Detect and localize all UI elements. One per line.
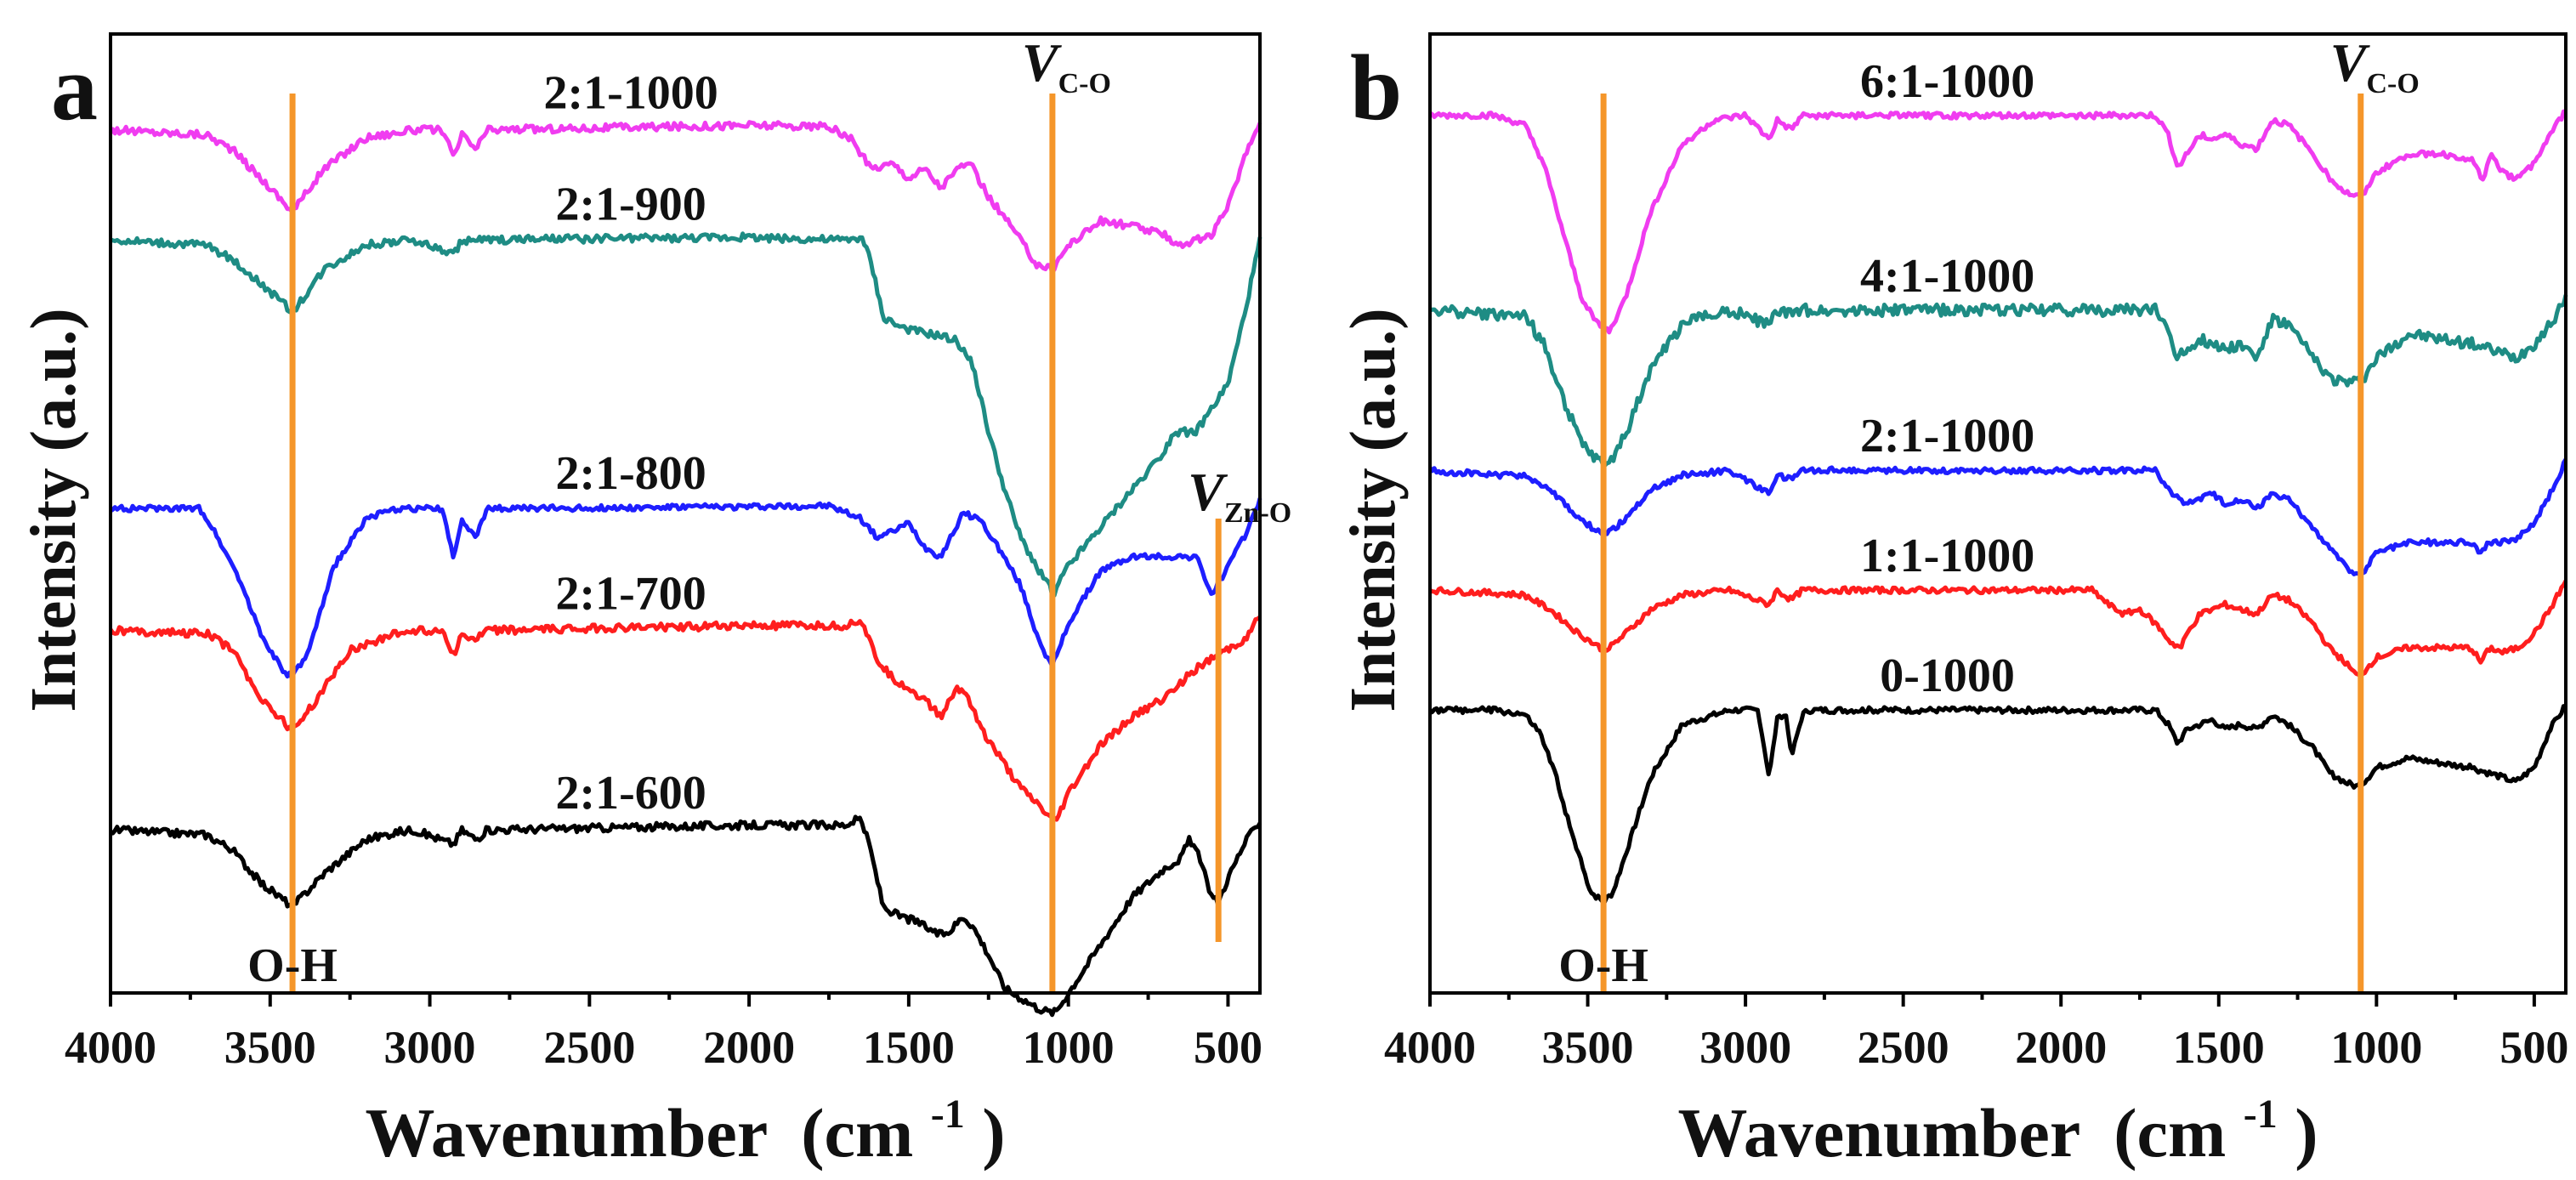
y-axis-label-a: Intensity (a.u.) xyxy=(18,308,89,712)
x-axis-label-a: Wavenumber (cm -1 ) xyxy=(365,1065,1005,1171)
marker-label-a-2: VC-O xyxy=(1022,32,1111,99)
series-line-a-2 xyxy=(109,231,1262,599)
panel-label-b: b xyxy=(1350,36,1402,139)
x-tick-label-b-500: 500 xyxy=(2499,1022,2568,1073)
series-label-a-1: 2:1-1000 xyxy=(544,67,718,120)
x-ticks-b: 4000 3500 3000 2500 2000 1500 1000 500 xyxy=(1384,993,2568,1073)
x-axis-unit-a: (cm xyxy=(801,1094,913,1171)
series-label-a-2: 2:1-900 xyxy=(556,179,706,231)
marker-label-main-a-2: V xyxy=(1022,32,1063,93)
x-tick-label-b-4000: 4000 xyxy=(1384,1022,1476,1073)
x-axis-label-b: Wavenumber (cm -1 ) xyxy=(1677,1065,2318,1171)
marker-label-sub-a-3: Zn-O xyxy=(1224,497,1291,529)
series-label-b-2: 4:1-1000 xyxy=(1860,250,2034,303)
series-label-b-4: 1:1-1000 xyxy=(1860,530,2034,582)
marker-label-sub-b-2: C-O xyxy=(2366,68,2419,99)
x-axis-unit-close-a: ) xyxy=(982,1094,1005,1171)
series-label-b-1: 6:1-1000 xyxy=(1860,55,2034,108)
series-line-b-3 xyxy=(1427,457,2568,576)
x-tick-label-a-3000: 3000 xyxy=(384,1022,476,1073)
series-line-b-2 xyxy=(1428,294,2568,468)
x-tick-label-a-3500: 3500 xyxy=(224,1022,316,1073)
x-axis-label-text-b: Wavenumber xyxy=(1677,1094,2079,1171)
x-tick-label-a-1000: 1000 xyxy=(1023,1022,1115,1073)
series-line-a-1 xyxy=(108,120,1262,275)
panel-a: a Intensity (a.u.) 2:1-1000 2:1-900 2:1-80… xyxy=(18,32,1291,1171)
marker-label-b-1: O-H xyxy=(1558,939,1648,992)
series-label-b-5: 0-1000 xyxy=(1880,650,2015,702)
x-tick-label-b-3000: 3000 xyxy=(1699,1022,1791,1073)
x-tick-label-b-1000: 1000 xyxy=(2330,1022,2422,1073)
series-line-b-1 xyxy=(1428,109,2567,335)
marker-label-main-a-3: V xyxy=(1188,462,1228,522)
x-ticks-a: 4000 3500 3000 2500 2000 1500 1000 500 xyxy=(65,993,1262,1073)
series-label-b-3: 2:1-1000 xyxy=(1860,410,2034,462)
marker-label-a-1: O-H xyxy=(247,939,338,992)
x-tick-label-b-2000: 2000 xyxy=(2015,1022,2107,1073)
series-line-a-4 xyxy=(108,615,1262,822)
x-tick-label-b-1500: 1500 xyxy=(2173,1022,2265,1073)
series-label-a-5: 2:1-600 xyxy=(556,767,706,820)
x-tick-label-a-2500: 2500 xyxy=(543,1022,635,1073)
plot-frame-a xyxy=(109,32,1262,995)
series-line-a-3 xyxy=(109,497,1262,681)
x-axis-label-text-a: Wavenumber xyxy=(365,1094,766,1171)
marker-label-a-3: VZn-O xyxy=(1188,462,1291,529)
marker-group-b: O-H VC-O xyxy=(1558,32,2420,993)
x-tick-label-a-4000: 4000 xyxy=(65,1022,156,1073)
marker-label-sub-a-2: C-O xyxy=(1058,68,1111,99)
series-group-a: 2:1-1000 2:1-900 2:1-800 2:1-700 2:1-600 xyxy=(108,67,1262,1018)
y-axis-label-b: Intensity (a.u.) xyxy=(1337,308,1409,712)
plot-frame-b xyxy=(1428,32,2567,995)
panel-b: b Intensity (a.u.) 6:1-1000 4:1-1000 2:1-1… xyxy=(1337,32,2568,1171)
series-group-b: 6:1-1000 4:1-1000 2:1-1000 1:1-1000 0-1000 xyxy=(1427,55,2568,905)
x-tick-label-b-2500: 2500 xyxy=(1858,1022,1949,1073)
x-axis-unit-exp-b: -1 xyxy=(2244,1092,2278,1137)
panel-label-a: a xyxy=(51,36,98,139)
x-axis-unit-b: (cm xyxy=(2114,1094,2226,1171)
x-tick-label-a-500: 500 xyxy=(1194,1022,1262,1073)
series-line-b-5 xyxy=(1429,704,2567,905)
x-tick-label-a-1500: 1500 xyxy=(863,1022,955,1073)
series-line-b-4 xyxy=(1428,579,2568,677)
marker-label-main-b-2: V xyxy=(2330,32,2371,93)
marker-label-b-2: VC-O xyxy=(2330,32,2420,99)
x-axis-unit-exp-a: -1 xyxy=(931,1092,965,1137)
x-tick-label-a-2000: 2000 xyxy=(703,1022,795,1073)
x-axis-unit-close-b: ) xyxy=(2295,1094,2318,1171)
series-label-a-4: 2:1-700 xyxy=(556,568,706,621)
series-label-a-3: 2:1-800 xyxy=(556,447,706,500)
x-tick-label-b-3500: 3500 xyxy=(1542,1022,1634,1073)
